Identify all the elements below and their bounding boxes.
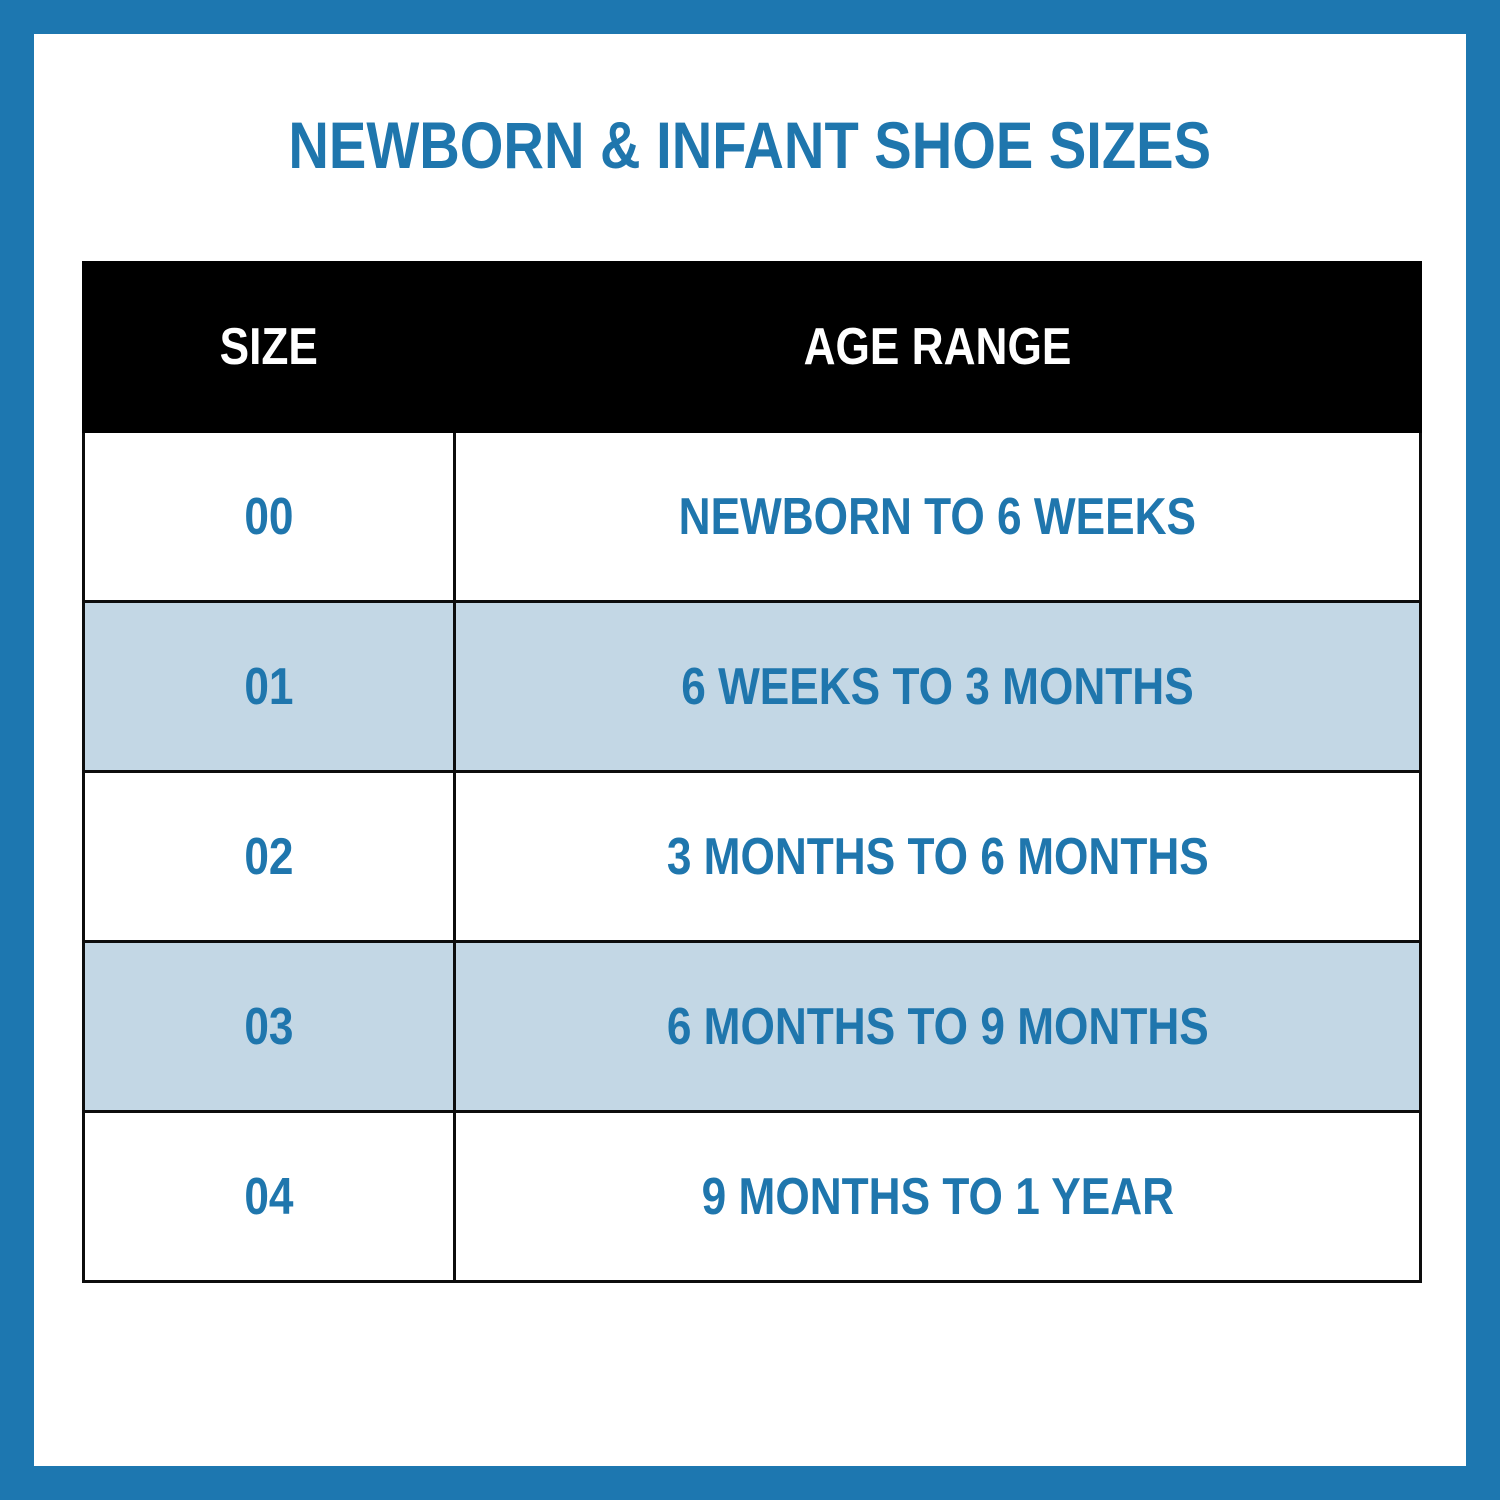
size-value: 00: [244, 487, 294, 546]
table-row: 04 9 MONTHS TO 1 YEAR: [82, 1110, 1422, 1283]
table-row: 01 6 WEEKS TO 3 MONTHS: [82, 600, 1422, 773]
column-header-size: SIZE: [82, 261, 456, 433]
size-cell: 03: [82, 940, 456, 1113]
size-cell: 04: [82, 1110, 456, 1283]
size-cell: 02: [82, 770, 456, 943]
table-header-row: SIZE AGE RANGE: [82, 261, 1422, 433]
age-range-cell: 3 MONTHS TO 6 MONTHS: [453, 770, 1422, 943]
size-cell: 01: [82, 600, 456, 773]
page-title-text: NEWBORN & INFANT SHOE SIZES: [288, 108, 1212, 182]
size-value: 01: [244, 657, 294, 716]
table-body: 00 NEWBORN TO 6 WEEKS 01 6 WEEKS TO 3 MO…: [82, 430, 1422, 1283]
column-header-age-range: AGE RANGE: [453, 261, 1422, 433]
shoe-size-table: SIZE AGE RANGE 00 NEWBORN TO 6 WEEKS 01 …: [82, 261, 1422, 1283]
size-value: 04: [244, 1167, 294, 1226]
age-range-cell: 9 MONTHS TO 1 YEAR: [453, 1110, 1422, 1283]
size-cell: 00: [82, 430, 456, 603]
age-range-value: 9 MONTHS TO 1 YEAR: [701, 1167, 1174, 1226]
age-range-cell: NEWBORN TO 6 WEEKS: [453, 430, 1422, 603]
page-title: NEWBORN & INFANT SHOE SIZES: [34, 112, 1466, 178]
age-range-cell: 6 WEEKS TO 3 MONTHS: [453, 600, 1422, 773]
age-range-cell: 6 MONTHS TO 9 MONTHS: [453, 940, 1422, 1113]
age-range-value: 6 WEEKS TO 3 MONTHS: [681, 657, 1194, 716]
table-header: SIZE AGE RANGE: [82, 261, 1422, 433]
age-range-value: 6 MONTHS TO 9 MONTHS: [666, 997, 1209, 1056]
age-range-value: NEWBORN TO 6 WEEKS: [678, 487, 1197, 546]
size-value: 02: [244, 827, 294, 886]
table-row: 03 6 MONTHS TO 9 MONTHS: [82, 940, 1422, 1113]
column-header-size-label: SIZE: [219, 318, 319, 376]
table-row: 02 3 MONTHS TO 6 MONTHS: [82, 770, 1422, 943]
content-area: NEWBORN & INFANT SHOE SIZES SIZE AGE RAN…: [34, 34, 1466, 1466]
table-row: 00 NEWBORN TO 6 WEEKS: [82, 430, 1422, 603]
column-header-age-range-label: AGE RANGE: [803, 318, 1072, 376]
size-value: 03: [244, 997, 294, 1056]
age-range-value: 3 MONTHS TO 6 MONTHS: [666, 827, 1209, 886]
